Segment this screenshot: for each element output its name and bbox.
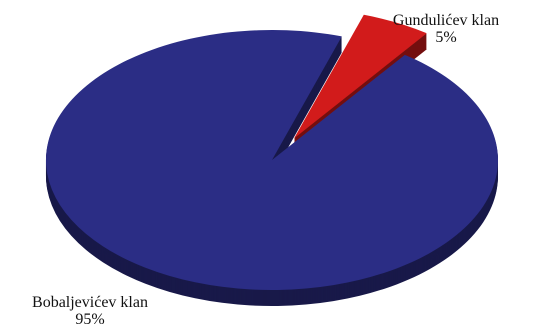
slice-label-bobaljevicev: Bobaljevićev klan 95% [0,294,180,328]
slice-name-gundulicev: Gundulićev klan [392,12,500,29]
slice-label-gundulicev: Gundulićev klan 5% [360,12,532,46]
slice-percent-bobaljevicev: 95% [75,311,105,328]
slice-gundulicev-klan [293,14,427,139]
slice-percent-gundulicev: 5% [435,29,457,46]
slice-bobaljevicev-klan [45,29,498,290]
slice-name-bobaljevicev: Bobaljevićev klan [32,294,148,311]
